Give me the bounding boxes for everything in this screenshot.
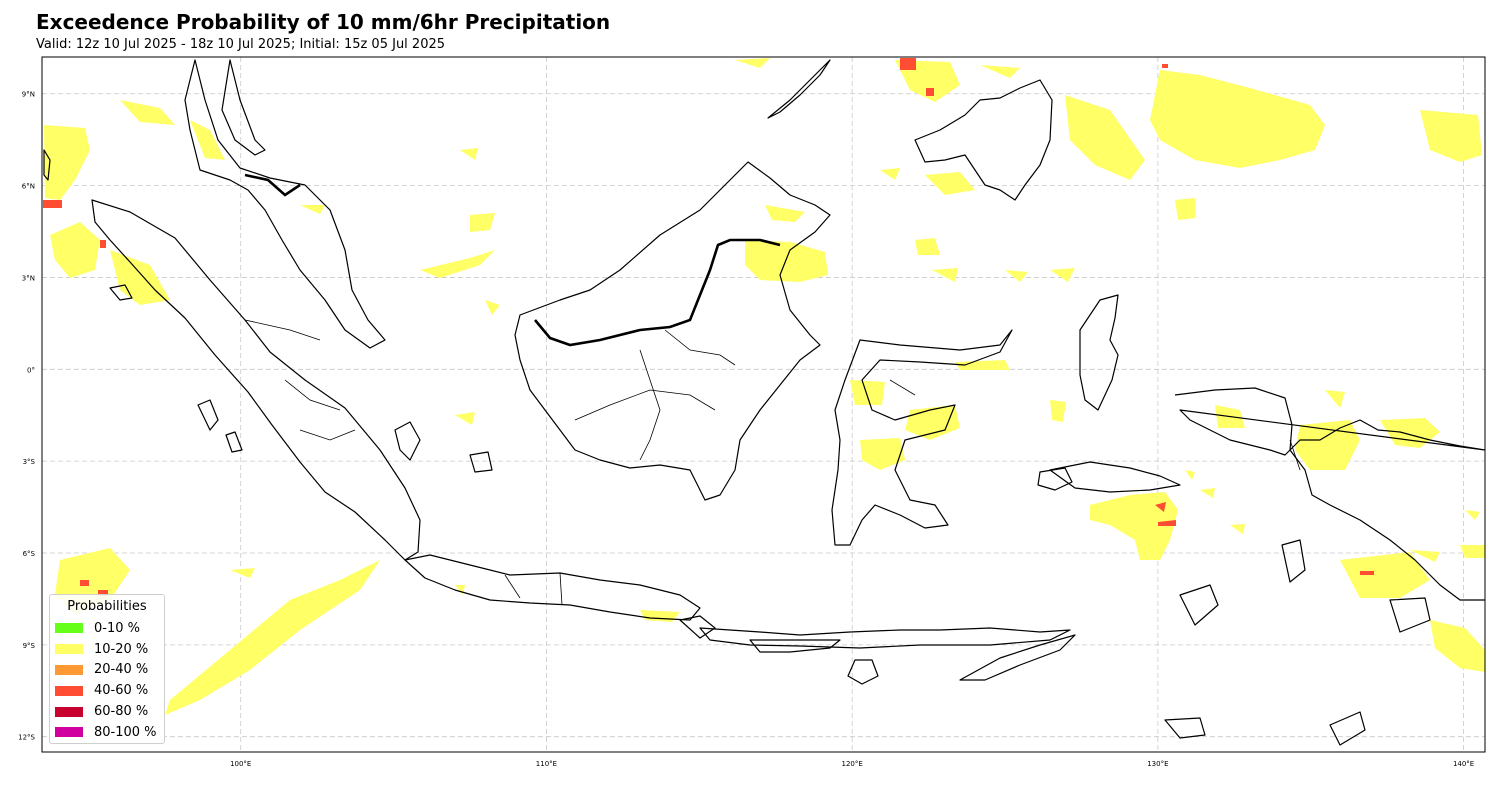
precip-area-banda-sea	[1090, 492, 1178, 560]
coast-java	[404, 554, 701, 621]
lat-tick-label: 3°N	[22, 274, 35, 282]
precip-area-sumatra-west	[44, 125, 90, 200]
legend-label: 20-40 %	[94, 662, 149, 678]
legend-item: 0-10 %	[50, 618, 164, 639]
precip-areas-40-60	[43, 58, 1374, 596]
lat-tick-label: 3°S	[23, 458, 36, 466]
legend-item: 20-40 %	[50, 660, 164, 681]
coast-philippines-mindanao	[914, 79, 1053, 201]
legend-swatch	[55, 623, 83, 634]
coast-buru	[1037, 467, 1073, 491]
lon-tick-label: 120°E	[842, 760, 863, 768]
legend-swatch	[55, 685, 83, 696]
coast-siberut	[225, 431, 243, 453]
legend-label: 60-80 %	[94, 704, 149, 720]
legend-swatch	[55, 664, 83, 675]
legend: Probabilities 0-10 % 10-20 % 20-40 % 40-…	[49, 594, 165, 744]
lon-tick-label: 110°E	[536, 760, 557, 768]
coast-andaman	[43, 149, 51, 181]
coast-palawan	[767, 59, 831, 119]
coast-new-guinea	[1174, 387, 1485, 601]
lon-tick-label: 130°E	[1147, 760, 1168, 768]
legend-label: 40-60 %	[94, 683, 149, 699]
coast-halmahera	[1079, 294, 1119, 411]
precip-area-indian-ocean-band	[165, 560, 380, 715]
lat-tick-label: 6°S	[23, 550, 36, 558]
coast-aru	[1281, 539, 1306, 583]
map-title: Exceedence Probability of 10 mm/6hr Prec…	[36, 10, 611, 34]
legend-item: 40-60 %	[50, 680, 164, 701]
legend-label: 80-100 %	[94, 724, 157, 740]
coast-bangka	[394, 421, 421, 461]
legend-label: 0-10 %	[94, 620, 140, 636]
map-frame	[41, 56, 1486, 753]
coast-flores	[749, 639, 841, 653]
coastlines	[43, 59, 1485, 746]
axis-tick-labels: 100°E 110°E 120°E 130°E 140°E 9°N 6°N 3°N 0° 3°S 6…	[18, 91, 1474, 768]
coast-tanimbar	[1179, 584, 1219, 626]
coast-sumba	[847, 659, 879, 685]
lon-tick-label: 140°E	[1453, 760, 1474, 768]
legend-item: 10-20 %	[50, 639, 164, 660]
map-subtitle: Valid: 12z 10 Jul 2025 - 18z 10 Jul 2025…	[36, 37, 446, 52]
coast-lesser-sunda	[699, 627, 1071, 649]
legend-swatch	[55, 706, 83, 717]
border-malaysia-indonesia	[534, 238, 781, 347]
legend-title: Probabilities	[67, 599, 147, 614]
coast-seram	[1049, 461, 1181, 493]
lat-tick-label: 12°S	[18, 734, 35, 742]
legend-swatch	[55, 727, 83, 738]
coast-malay-peninsula	[184, 59, 386, 349]
borders-thick	[244, 173, 781, 347]
precip-areas-10-20	[44, 58, 1485, 715]
coast-sumatra	[91, 199, 421, 561]
coast-simeulue	[109, 284, 133, 301]
coast-borneo	[514, 161, 831, 501]
legend-item: 60-80 %	[50, 701, 164, 722]
coast-nias	[197, 399, 219, 431]
coast-timor	[959, 634, 1076, 681]
precip-area-north-borneo	[745, 240, 828, 282]
coast-bali-lombok	[679, 615, 716, 639]
precip-area-pacific-north	[1150, 70, 1325, 168]
coast-belitung	[469, 451, 493, 473]
legend-swatch	[55, 644, 83, 655]
lat-tick-label: 9°N	[22, 91, 35, 99]
legend-item: 80-100 %	[50, 722, 164, 743]
lat-tick-label: 0°	[27, 366, 35, 374]
lat-tick-label: 9°S	[23, 642, 36, 650]
coast-thailand-north	[221, 59, 266, 156]
lon-tick-label: 100°E	[230, 760, 251, 768]
precip-area-arafura	[1340, 552, 1430, 598]
legend-label: 10-20 %	[94, 641, 149, 657]
lat-tick-label: 6°N	[22, 183, 35, 191]
coast-sulawesi	[831, 329, 1013, 546]
border-thai-malay	[244, 173, 301, 197]
province-borders	[244, 319, 1301, 606]
coast-australia-north	[1164, 597, 1431, 746]
